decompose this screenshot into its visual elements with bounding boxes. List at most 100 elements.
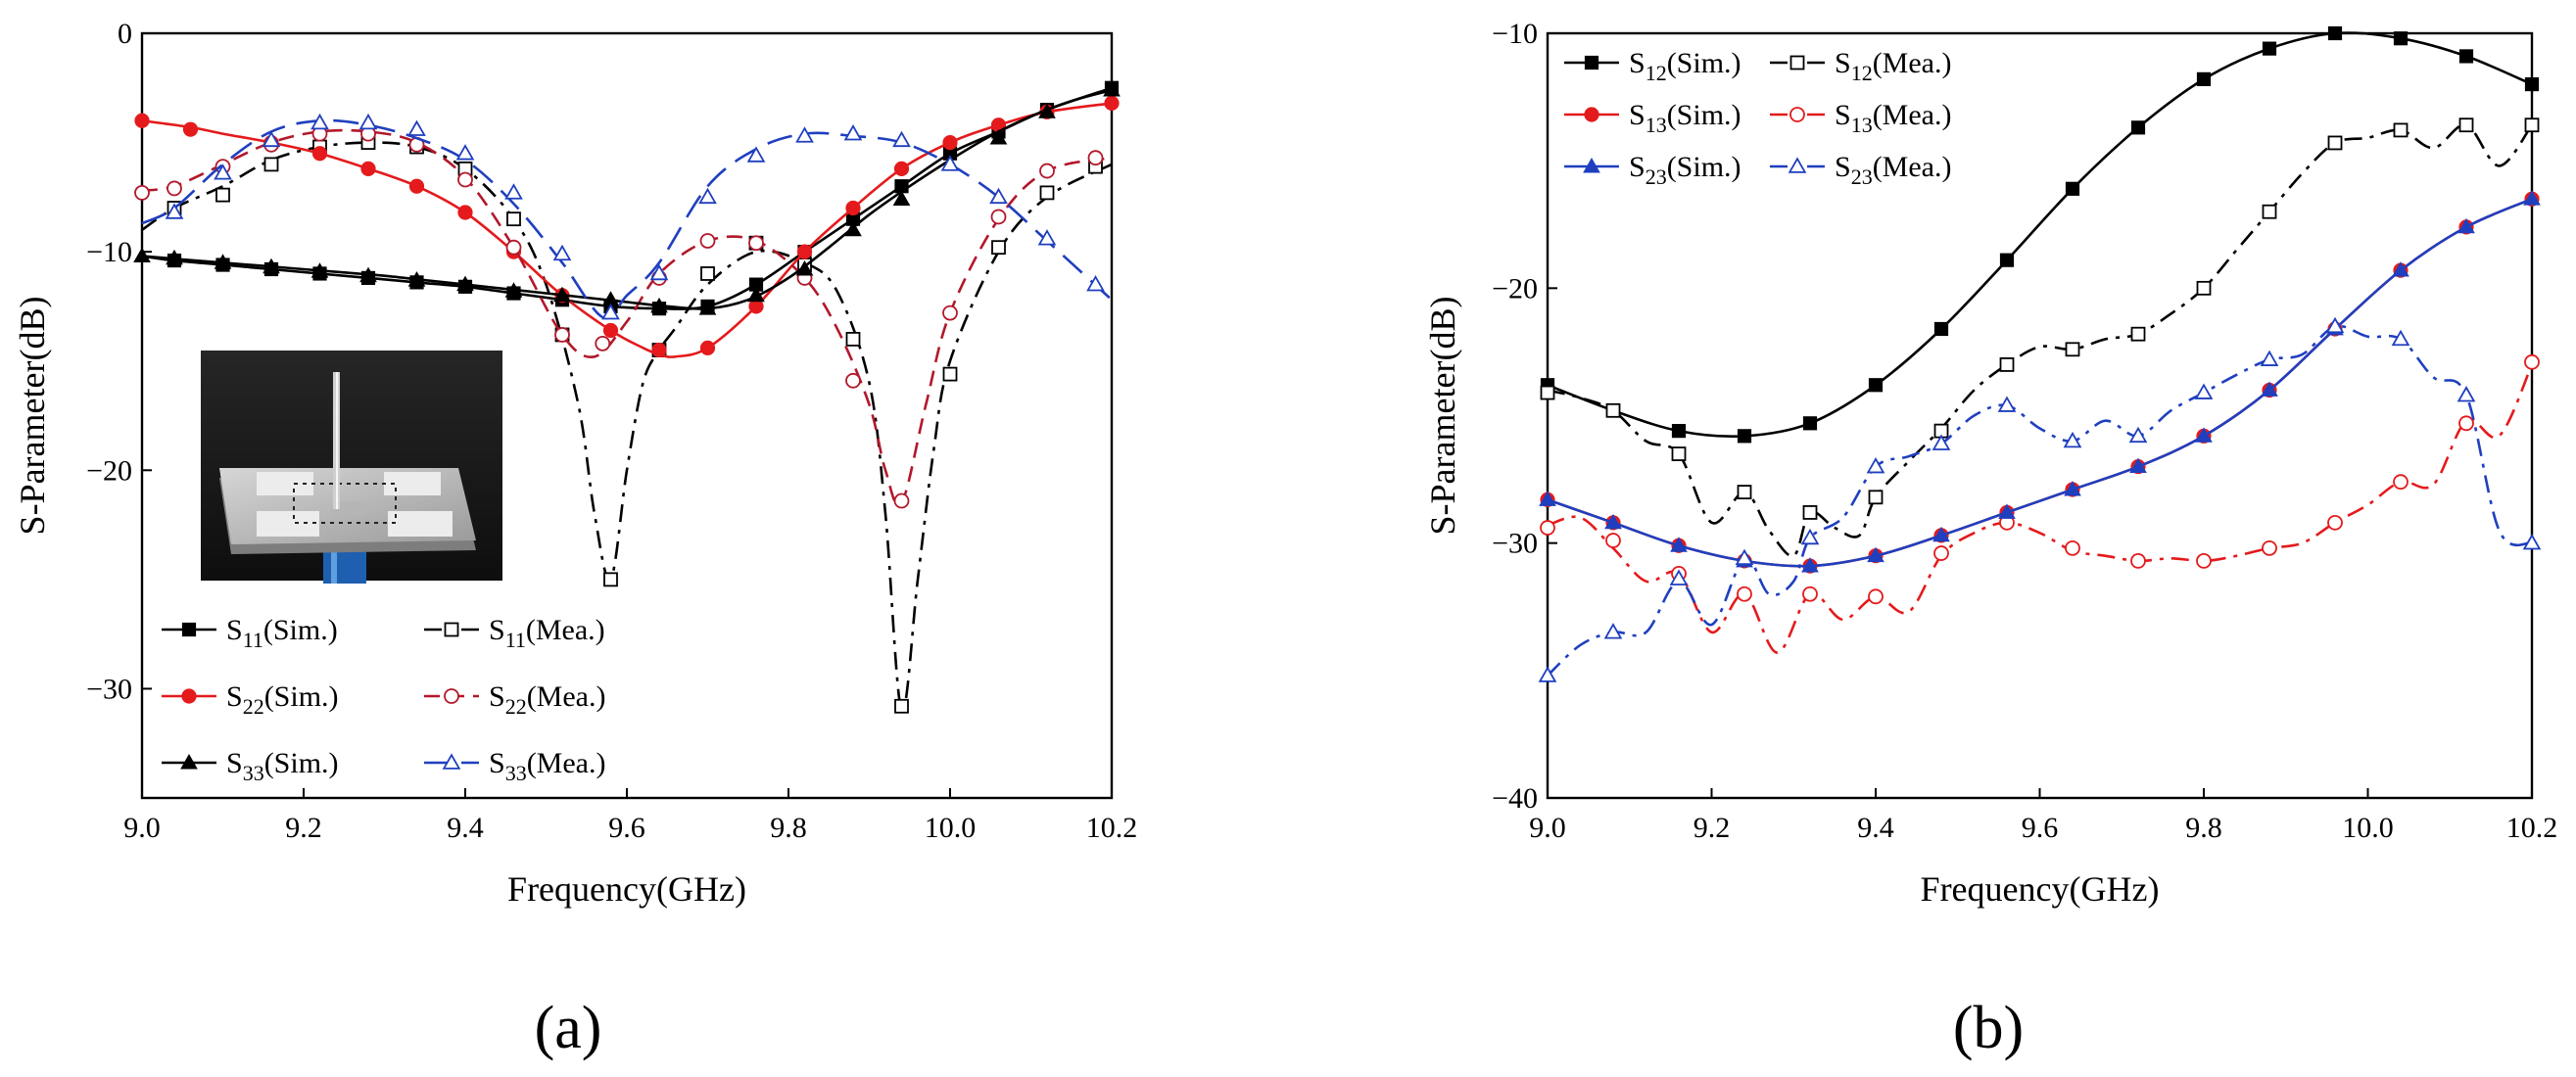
series-line-s11-sim [141, 86, 1113, 310]
data-point-s12-sim [2393, 31, 2409, 46]
data-point-s12-sim [1671, 424, 1687, 439]
legend-label: S23(Sim.) [1629, 151, 1741, 189]
data-point-s12-mea [1540, 385, 1555, 400]
data-point-s23-mea [1735, 548, 1754, 566]
data-point-s12-mea [2196, 280, 2212, 296]
data-point-s12-sim [1737, 429, 1752, 444]
data-point-s23-mea [1538, 666, 1557, 682]
data-point-s23-sim [1932, 526, 1950, 542]
data-point-s33-sim [553, 286, 571, 303]
data-point-s13-mea [1737, 585, 1752, 602]
legend-swatch-marker [1583, 157, 1600, 173]
data-point-s13-mea [1540, 520, 1555, 536]
x-tick-label: 9.6 [608, 812, 645, 844]
data-point-s23-mea [1603, 623, 1623, 639]
data-point-s33-mea [358, 113, 378, 130]
data-point-s33-mea [746, 146, 766, 163]
series-group-b [1538, 25, 2542, 682]
data-point-s22-sim [942, 134, 958, 151]
legend-swatch-marker [1789, 107, 1805, 122]
data-point-s13-mea [2393, 474, 2409, 491]
data-point-s11-mea [942, 366, 958, 382]
legend-item-s11-mea: S11(Mea.) [424, 614, 605, 652]
data-point-s22-sim [408, 178, 425, 194]
data-point-s33-mea [214, 164, 232, 180]
data-point-s22-sim [796, 244, 813, 259]
data-point-s33-sim [214, 254, 232, 269]
panel-label-b: (b) [1953, 995, 2024, 1061]
x-tick-label: 9.6 [2022, 812, 2059, 844]
legend-label: S11(Sim.) [226, 614, 338, 652]
data-point-s23-mea [1669, 569, 1689, 585]
data-point-s33-sim [844, 220, 862, 237]
plot-frame-a: 9.0 9.2 9.4 9.6 9.8 10.0 10.2 0 −10 −20 −30 Frequen… [13, 18, 1137, 909]
data-point-s22-mea [845, 372, 861, 389]
data-point-s22-sim [134, 113, 150, 128]
data-point-s33-mea [552, 244, 572, 261]
legend-label: S13(Sim.) [1629, 99, 1741, 137]
data-point-s22-sim [602, 322, 619, 339]
legend-label: S22(Sim.) [226, 680, 339, 719]
data-point-s12-mea [1605, 402, 1621, 418]
data-point-s22-sim [651, 342, 667, 358]
data-point-s11-mea [1039, 185, 1055, 201]
legend-swatch-marker [444, 688, 459, 704]
data-point-s22-mea [990, 209, 1007, 225]
data-point-s23-sim [2523, 190, 2541, 206]
legend-item-s13-sim: S13(Sim.) [1564, 99, 1741, 137]
x-tick-label: 10.2 [2506, 812, 2558, 844]
data-point-s13-mea [2262, 539, 2277, 556]
data-point-s33-mea [795, 126, 814, 143]
x-tick-label: 9.2 [1693, 812, 1731, 844]
data-point-s13-mea [2458, 415, 2474, 432]
data-point-s22-mea [699, 233, 716, 249]
data-point-s22-mea [942, 304, 958, 321]
series-group-a [133, 80, 1121, 714]
legend-item-s22-sim: S22(Sim.) [162, 680, 339, 719]
legend-item-s23-sim: S23(Sim.) [1564, 151, 1741, 189]
data-point-s33-sim [989, 129, 1008, 145]
data-point-s33-mea [940, 155, 960, 171]
data-point-s33-sim [650, 297, 668, 313]
data-point-s33-sim [359, 266, 377, 283]
data-point-s22-mea [505, 239, 522, 256]
x-tick-label: 9.4 [447, 812, 484, 844]
legend-swatch-marker [181, 622, 197, 637]
legend-label: S33(Mea.) [489, 747, 605, 785]
data-point-s12-sim [2262, 41, 2277, 56]
data-point-s33-sim [698, 300, 717, 315]
legend-swatch-marker [444, 622, 459, 637]
legend-item-s23-mea: S23(Mea.) [1770, 151, 1951, 189]
data-point-s12-mea [2327, 135, 2343, 151]
data-point-s22-mea [893, 492, 910, 509]
data-point-s23-sim [2129, 457, 2147, 474]
data-point-s33-mea [504, 183, 523, 200]
legend-label: S12(Mea.) [1835, 47, 1951, 85]
legend-item-s33-sim: S33(Sim.) [162, 747, 339, 785]
data-point-s22-mea [167, 180, 182, 197]
series-line-s23-sim [1547, 198, 2533, 568]
data-point-s12-mea [1999, 357, 2015, 372]
series-line-s33-mea [141, 118, 1113, 320]
y-tick-label: −40 [1492, 782, 1538, 815]
data-point-s12-mea [1868, 490, 1884, 505]
x-tick-label: 9.4 [1857, 812, 1894, 844]
data-point-s11-mea [991, 240, 1006, 256]
y-tick-label: −10 [1492, 18, 1538, 50]
data-point-s23-mea [1800, 528, 1820, 545]
data-point-s22-sim [457, 205, 473, 220]
y-axis-label: S-Parameter(dB) [1423, 297, 1462, 536]
data-point-s33-mea [892, 130, 911, 148]
data-point-s23-mea [2063, 431, 2082, 448]
data-point-s33-sim [504, 282, 523, 298]
data-point-s23-mea [1866, 456, 1885, 474]
data-point-s12-mea [2065, 342, 2080, 357]
panel-label-a: (a) [535, 995, 602, 1061]
data-point-s33-mea [262, 130, 281, 148]
data-point-s33-mea [1037, 229, 1057, 246]
data-point-s33-sim [1038, 103, 1056, 118]
data-point-s13-mea [2524, 353, 2540, 370]
y-axis-label: S-Parameter(dB) [13, 297, 52, 536]
data-point-s11-mea [263, 157, 279, 172]
